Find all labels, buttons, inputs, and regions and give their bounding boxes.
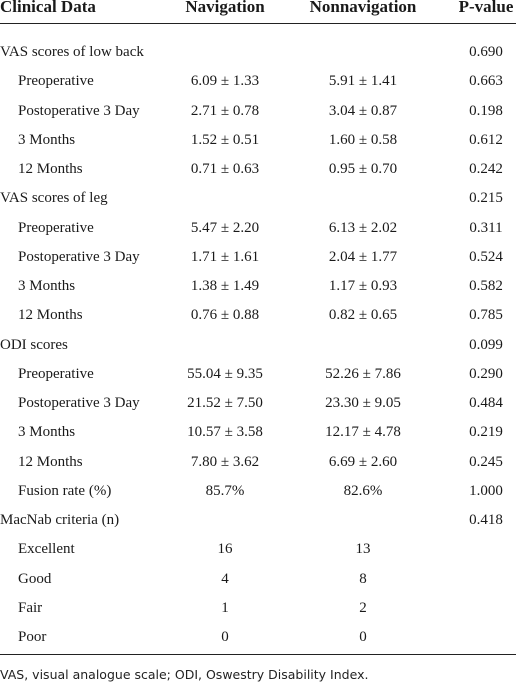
- p-value: 0.198: [469, 102, 503, 119]
- cell-value: 5.91 ± 1.41: [328, 73, 398, 90]
- row-label: Fair: [18, 599, 43, 616]
- p-value: 0.219: [469, 424, 503, 441]
- bottom-rule: [0, 654, 516, 655]
- row-label: 3 Months: [18, 131, 76, 148]
- cell-value: 1: [221, 599, 229, 616]
- cell-value: 2.71 ± 0.78: [190, 102, 260, 119]
- p-value: 0.484: [469, 395, 503, 411]
- row-label: 12 Months: [18, 453, 83, 470]
- p-value: 0.785: [469, 307, 503, 324]
- cell-value: 0.82 ± 0.65: [328, 307, 398, 324]
- p-value: 0.311: [469, 219, 503, 236]
- row-label: Preoperative: [18, 365, 94, 382]
- cell-value: 2: [359, 599, 367, 616]
- footnote: VAS, visual analogue scale; ODI, Oswestr…: [0, 667, 369, 682]
- p-value: 0.663: [469, 73, 503, 90]
- row-label: Postoperative 3 Day: [18, 102, 140, 119]
- cell-value: 21.52 ± 7.50: [187, 395, 263, 411]
- cell-value: 1.38 ± 1.49: [190, 278, 260, 294]
- cell-value: 8: [359, 570, 367, 587]
- group-label: MacNab criteria (n): [0, 512, 120, 528]
- p-value: 0.290: [469, 365, 503, 382]
- cell-value: 4: [221, 570, 229, 587]
- row-label: 12 Months: [18, 161, 83, 177]
- row-label: Poor: [18, 629, 47, 645]
- p-value: 0.245: [469, 453, 503, 470]
- cell-value: 1.17 ± 0.93: [328, 278, 398, 294]
- cell-value: 12.17 ± 4.78: [325, 424, 401, 441]
- cell-value: 10.57 ± 3.58: [187, 424, 263, 441]
- cell-value: 7.80 ± 3.62: [190, 453, 260, 470]
- cell-value: 85.7%: [205, 482, 245, 499]
- cell-value: 13: [355, 541, 371, 558]
- column-header: Clinical Data: [0, 0, 96, 16]
- row-label: Excellent: [18, 541, 75, 558]
- group-label: VAS scores of low back: [0, 44, 144, 60]
- cell-value: 3.04 ± 0.87: [328, 102, 398, 119]
- cell-value: 1.71 ± 1.61: [190, 248, 260, 265]
- row-label: Preoperative: [18, 73, 94, 90]
- column-header: Navigation: [185, 0, 265, 16]
- p-value: 0.242: [469, 161, 503, 177]
- cell-value: 2.04 ± 1.77: [328, 248, 398, 265]
- cell-value: 0.71 ± 0.63: [190, 161, 260, 177]
- cell-value: 0: [359, 629, 367, 645]
- cell-value: 1.52 ± 0.51: [190, 131, 260, 148]
- row-label: 3 Months: [18, 424, 76, 441]
- p-value: 0.099: [469, 336, 503, 353]
- group-label: VAS scores of leg: [0, 190, 108, 207]
- p-value: 1.000: [469, 482, 503, 499]
- cell-value: 6.09 ± 1.33: [190, 73, 260, 90]
- p-value: 0.215: [469, 190, 503, 207]
- row-label: Preoperative: [18, 219, 94, 236]
- row-label: 12 Months: [18, 307, 83, 324]
- p-value: 0.524: [469, 248, 503, 265]
- column-header: Nonnavigation: [309, 0, 417, 16]
- cell-value: 82.6%: [343, 482, 383, 499]
- row-label: Postoperative 3 Day: [18, 248, 140, 265]
- cell-value: 55.04 ± 9.35: [187, 365, 263, 382]
- cell-value: 0.95 ± 0.70: [328, 161, 398, 177]
- cell-value: 52.26 ± 7.86: [325, 365, 401, 382]
- group-label: ODI scores: [0, 336, 68, 353]
- row-label: Good: [18, 570, 52, 587]
- cell-value: 6.69 ± 2.60: [328, 453, 398, 470]
- cell-value: 16: [217, 541, 233, 558]
- row-label: Fusion rate (%): [18, 482, 112, 499]
- header-rule: [0, 23, 516, 24]
- cell-value: 5.47 ± 2.20: [190, 219, 260, 236]
- row-label: 3 Months: [18, 278, 76, 294]
- cell-value: 6.13 ± 2.02: [328, 219, 398, 236]
- cell-value: 0: [221, 629, 229, 645]
- cell-value: 0.76 ± 0.88: [190, 307, 260, 324]
- column-header: P-value: [458, 0, 514, 16]
- row-label: Postoperative 3 Day: [18, 395, 140, 411]
- p-value: 0.612: [469, 131, 503, 148]
- p-value: 0.582: [469, 278, 503, 294]
- p-value: 0.418: [469, 512, 503, 528]
- cell-value: 1.60 ± 0.58: [328, 131, 398, 148]
- cell-value: 23.30 ± 9.05: [325, 395, 401, 411]
- p-value: 0.690: [469, 44, 503, 60]
